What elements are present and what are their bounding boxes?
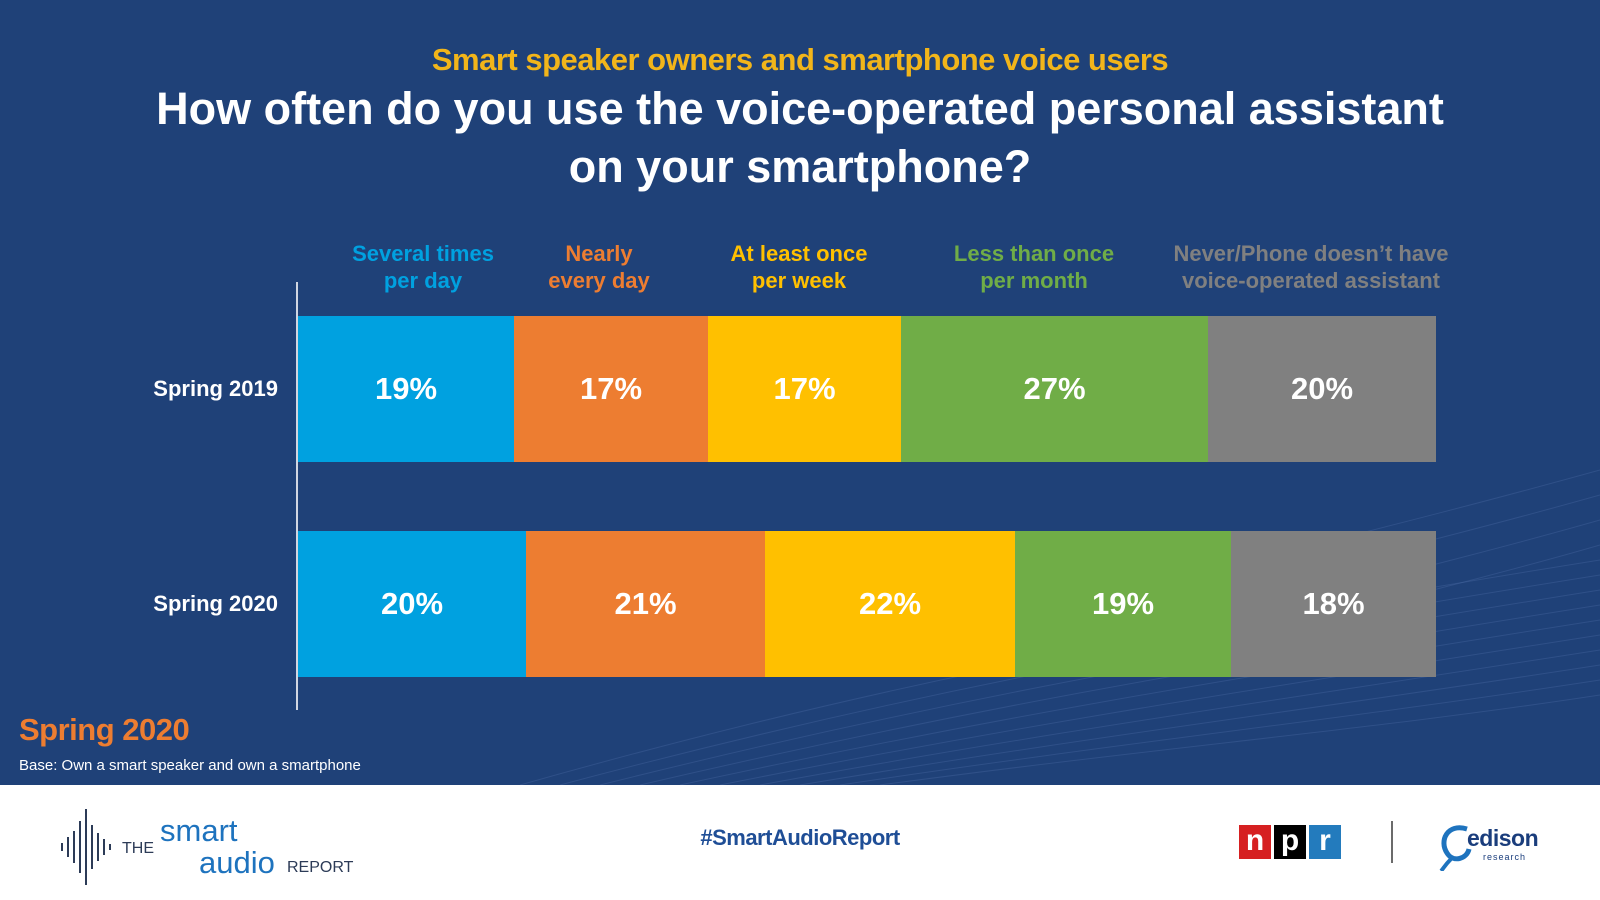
chart-subtitle: Smart speaker owners and smartphone voic… xyxy=(431,42,1169,77)
season-label: Spring 2020 xyxy=(19,712,190,747)
data-label: 19% xyxy=(1091,586,1155,621)
data-label: 20% xyxy=(380,586,444,621)
bar-segment: 22% xyxy=(765,531,1015,677)
legend-item-1: Several times per day xyxy=(352,241,494,293)
bar-segment: 20% xyxy=(298,531,526,677)
category-label: Spring 2019 xyxy=(153,376,278,401)
npr-letter-n: n xyxy=(1239,825,1271,859)
bar-segment: 17% xyxy=(708,316,901,462)
edison-swirl-icon xyxy=(1439,825,1472,871)
data-label: 22% xyxy=(858,586,922,621)
logo-divider xyxy=(1391,821,1393,863)
bar-segment: 19% xyxy=(1015,531,1231,677)
logo-word-the: THE xyxy=(122,840,154,857)
edison-subtitle: research xyxy=(1483,852,1527,862)
bar-segment: 17% xyxy=(514,316,708,462)
logo-word-smart: smart xyxy=(160,813,238,848)
legend-item-5: Never/Phone doesn’t have voice-operated … xyxy=(1173,241,1449,293)
base-note: Base: Own a smart speaker and own a smar… xyxy=(19,757,361,774)
category-label: Spring 2020 xyxy=(153,591,278,616)
sound-wave-icon xyxy=(61,809,111,885)
bar-segment: 27% xyxy=(901,316,1208,462)
data-label: 20% xyxy=(1290,371,1354,406)
chart-background: Smart speaker owners and smartphone voic… xyxy=(0,0,1600,785)
bar-segment: 20% xyxy=(1208,316,1436,462)
npr-letter-r: r xyxy=(1309,825,1341,859)
bar-segment: 19% xyxy=(298,316,514,462)
footer: THE smart audio REPORT #SmartAudioReport… xyxy=(0,785,1600,900)
edison-research-logo: edison research xyxy=(1437,815,1547,875)
edison-wordmark: edison xyxy=(1467,825,1539,851)
chart-title: How often do you use the voice-operated … xyxy=(156,83,1444,192)
data-label: 17% xyxy=(773,371,836,406)
legend-item-2: Nearly every day xyxy=(548,241,650,293)
npr-logo: n p r xyxy=(1239,825,1341,859)
legend-item-4: Less than once per month xyxy=(953,241,1115,293)
data-label: 17% xyxy=(579,371,643,406)
bar-segment: 18% xyxy=(1231,531,1436,677)
hashtag: #SmartAudioReport xyxy=(700,825,900,850)
data-label: 27% xyxy=(1023,371,1086,406)
legend-item-3: At least once per week xyxy=(730,241,868,293)
data-label: 18% xyxy=(1302,586,1365,621)
smart-audio-report-logo: THE smart audio REPORT xyxy=(58,807,378,887)
category-axis-line xyxy=(296,282,298,710)
logo-word-audio: audio xyxy=(199,845,275,880)
data-label: 19% xyxy=(374,371,438,406)
npr-letter-p: p xyxy=(1274,825,1306,859)
data-label: 21% xyxy=(614,586,677,621)
logo-word-report: REPORT xyxy=(287,859,354,876)
bar-segment: 21% xyxy=(526,531,765,677)
